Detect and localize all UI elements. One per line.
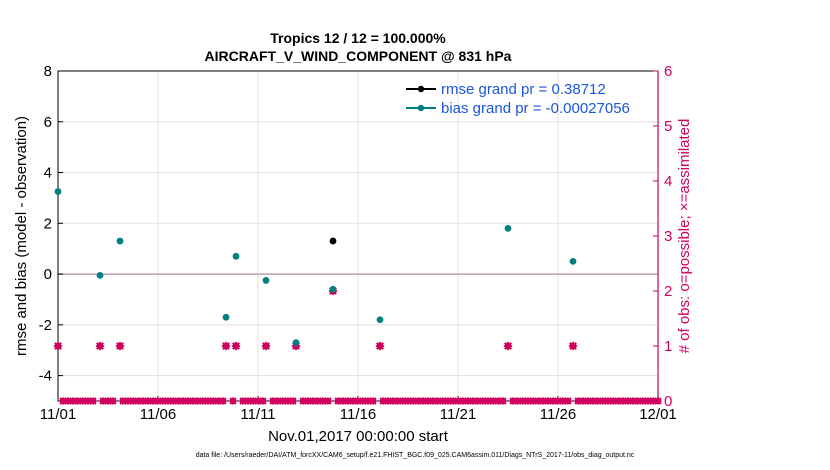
legend-rmse-label: rmse grand pr = 0.38712 (441, 81, 606, 98)
right-y-tick-label: 0 (664, 393, 672, 410)
right-y-axis-ticks: 0 1 2 3 4 5 6 (653, 63, 672, 410)
legend-bias-marker (417, 104, 425, 112)
left-y-tick-label: 8 (44, 63, 52, 80)
x-tick-label: 11/11 (240, 406, 275, 423)
x-tick-label: 11/06 (140, 406, 176, 423)
obs-assimilated-marker (116, 342, 124, 350)
left-y-tick-label: -2 (39, 317, 52, 334)
obs-assimilated-zero-marker (499, 397, 507, 405)
obs-assimilated-marker (96, 342, 104, 350)
obs-assimilated-zero-marker (564, 397, 572, 405)
obs-count-markers (53, 286, 662, 405)
bias-point (96, 271, 104, 279)
rmse-markers (329, 237, 337, 245)
x-axis-label: Nov.01,2017 00:00:00 start (268, 428, 449, 445)
left-y-tick-label: -4 (39, 368, 52, 385)
obs-assimilated-zero-marker (229, 397, 237, 405)
footnote-data-file: data file: /Users/raeder/DAI/ATM_forcXX/… (196, 452, 635, 459)
legend: rmse grand pr = 0.38712 bias grand pr = … (406, 81, 630, 117)
x-axis-ticks: 11/01 11/06 11/11 11/16 11/21 11/26 12/01 (40, 396, 677, 423)
x-tick-label: 11/01 (40, 406, 76, 423)
bias-point (232, 252, 240, 260)
bias-point (262, 277, 270, 284)
left-y-tick-label: 6 (44, 114, 52, 131)
x-tick-label: 11/16 (340, 406, 376, 423)
left-y-axis-label: rmse and bias (model - observation) (13, 116, 30, 356)
obs-assimilated-marker (504, 342, 512, 350)
chart-title-line1: Tropics 12 / 12 = 100.000% (270, 30, 446, 46)
bias-point (504, 224, 512, 232)
rmse-point (329, 237, 337, 245)
obs-assimilated-marker (232, 342, 240, 350)
obs-assimilated-zero-marker (219, 397, 227, 405)
bias-point (376, 316, 384, 324)
obs-assimilated-zero-marker (259, 397, 267, 405)
right-y-tick-label: 2 (664, 283, 672, 300)
left-y-tick-label: 2 (44, 215, 52, 232)
bias-point (569, 257, 577, 265)
right-y-axis-label: # of obs: o=possible; ×=assimilated (676, 119, 693, 354)
x-tick-label: 12/01 (639, 406, 677, 423)
obs-assimilated-zero-marker (289, 397, 297, 405)
obs-assimilated-zero-marker (369, 397, 377, 405)
obs-assimilated-zero-marker (654, 397, 662, 405)
left-y-tick-label: 0 (44, 266, 52, 283)
obs-assimilated-marker (222, 342, 230, 350)
chart-title-line2: AIRCRAFT_V_WIND_COMPONENT @ 831 hPa (205, 48, 512, 64)
right-y-tick-label: 6 (664, 63, 672, 80)
bias-point (329, 285, 337, 293)
x-tick-label: 11/21 (440, 406, 476, 423)
obs-assimilated-marker (376, 342, 384, 350)
bias-point (222, 313, 230, 321)
bias-point (116, 237, 124, 245)
bias-point (292, 339, 300, 347)
right-y-tick-label: 3 (664, 228, 672, 245)
obs-assimilated-zero-marker (109, 397, 117, 405)
obs-assimilated-zero-marker (89, 397, 97, 405)
obs-assimilated-marker (262, 342, 270, 350)
right-y-tick-label: 1 (664, 338, 672, 355)
legend-bias-label: bias grand pr = -0.00027056 (441, 100, 630, 117)
bias-markers (54, 188, 577, 347)
obs-assimilated-marker (54, 342, 62, 350)
left-y-axis-ticks: -4 -2 0 2 4 6 8 (39, 63, 63, 385)
left-y-tick-label: 4 (44, 165, 52, 182)
obs-assimilated-zero-marker (324, 397, 332, 405)
right-y-tick-label: 4 (664, 173, 672, 190)
legend-rmse-marker (417, 85, 425, 93)
bias-point (54, 188, 62, 195)
right-y-tick-label: 5 (664, 118, 672, 135)
obs-assimilated-marker (569, 342, 577, 350)
x-tick-label: 11/26 (540, 406, 576, 423)
